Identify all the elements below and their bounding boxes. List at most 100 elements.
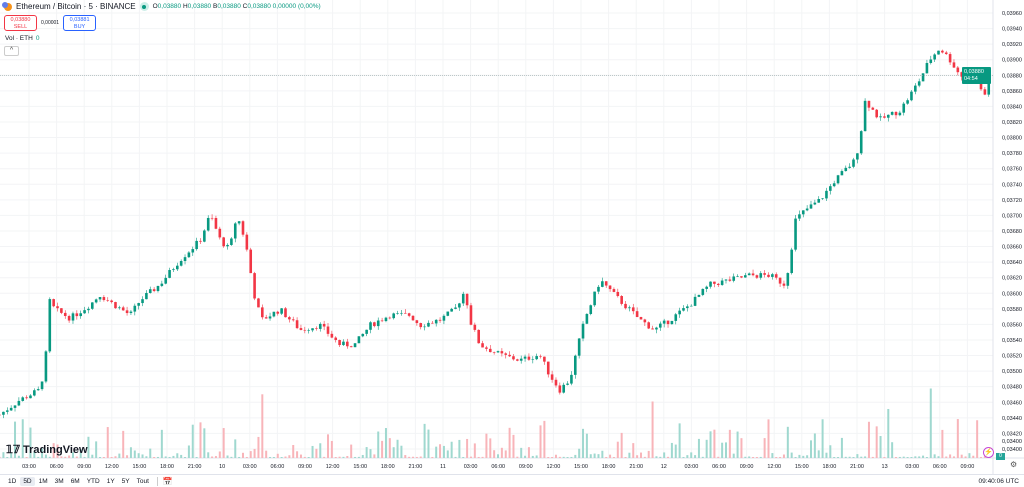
range-5y[interactable]: 5Y — [121, 477, 130, 485]
candle — [307, 330, 310, 331]
volume-bar — [44, 454, 47, 458]
volume-bar — [547, 457, 550, 458]
volume-bar — [214, 456, 217, 458]
x-tick-label: 18:00 — [381, 464, 395, 470]
clock-timezone[interactable]: 09:40:06 UTC — [978, 477, 1019, 485]
x-tick-label: 12:00 — [326, 464, 340, 470]
range-1d[interactable]: 1D — [8, 477, 17, 485]
candle — [373, 322, 376, 327]
volume-bar — [462, 456, 465, 458]
collapse-legend-button[interactable]: ^ — [4, 46, 19, 56]
volume-bar — [651, 401, 654, 458]
volume-bar — [48, 456, 51, 458]
tradingview-logo-icon: 𝟙𝟟 — [6, 444, 20, 456]
volume-bar — [153, 457, 156, 458]
volume-bar — [922, 455, 925, 458]
volume-bar — [616, 441, 619, 458]
candle — [330, 333, 334, 338]
candle — [782, 283, 786, 286]
volume-bar — [211, 456, 214, 458]
candle — [496, 351, 500, 353]
candle — [852, 159, 855, 167]
volume-bar — [489, 438, 492, 458]
candle — [821, 198, 824, 200]
volume-bar — [887, 408, 890, 458]
volume-bar — [949, 454, 952, 458]
volume-bar — [137, 453, 140, 458]
candle — [36, 389, 40, 391]
candle — [979, 82, 983, 90]
volume-bar — [160, 429, 163, 458]
axis-settings-icon[interactable]: ⚙ — [1010, 460, 1018, 469]
range-1y[interactable]: 1Y — [106, 477, 115, 485]
volume-bar — [450, 441, 453, 458]
candle — [925, 62, 929, 74]
buy-button[interactable]: 0,03881 BUY — [63, 15, 97, 31]
market-status-icon[interactable] — [139, 2, 149, 11]
tradingview-logo[interactable]: 𝟙𝟟 TradingView — [6, 443, 88, 457]
volume-bar — [771, 453, 774, 458]
volume-bar — [0, 456, 1, 458]
range-tout[interactable]: Tout — [136, 477, 149, 485]
candle — [597, 286, 600, 292]
range-ytd[interactable]: YTD — [86, 477, 100, 485]
volume-bar — [238, 456, 241, 458]
candle — [160, 283, 164, 286]
volume-bar — [609, 454, 612, 458]
candle — [589, 305, 593, 314]
lightning-icon[interactable]: ⚡ — [983, 447, 994, 458]
volume-bar — [412, 456, 415, 458]
range-6m[interactable]: 6M — [70, 477, 80, 485]
volume-bar — [365, 447, 368, 458]
volume-bar — [280, 456, 283, 458]
volume-bar — [632, 443, 635, 458]
volume-bar — [755, 456, 758, 458]
volume-bar — [759, 456, 762, 458]
volume-bar — [914, 456, 917, 458]
candle — [682, 308, 685, 311]
volume-bar — [605, 456, 608, 458]
candle — [856, 153, 859, 160]
volume-bar — [539, 425, 542, 458]
date-range-icon[interactable]: 📅 — [162, 476, 173, 486]
volume-bar — [682, 456, 685, 458]
volume-badge: 0 — [996, 453, 1005, 460]
candle — [763, 273, 766, 275]
range-5d[interactable]: 5D — [20, 476, 35, 486]
volume-bar — [624, 457, 627, 458]
candle — [346, 341, 349, 347]
volume-bar — [508, 427, 511, 458]
candle — [376, 320, 380, 327]
volume-bar — [810, 440, 812, 458]
candle — [94, 299, 98, 303]
volume-bar — [315, 448, 318, 458]
price-chart[interactable]: 0,03960 0,03940 0,03920 0,03900 0,03880 0,038… — [0, 0, 1024, 474]
volume-bar — [775, 456, 778, 458]
candle — [148, 289, 152, 293]
range-1m[interactable]: 1M — [38, 477, 48, 485]
volume-bar — [647, 450, 650, 458]
volume-bar — [817, 450, 820, 458]
candle — [284, 308, 287, 318]
volume-bar — [570, 456, 573, 458]
candle — [245, 234, 249, 250]
range-3m[interactable]: 3M — [54, 477, 64, 485]
x-tick-label: 03:00 — [22, 464, 36, 470]
candle — [2, 411, 5, 415]
candle — [187, 252, 191, 258]
volume-bar — [821, 419, 824, 458]
candle — [129, 311, 133, 314]
y-tick-label: 0,03700 — [1002, 213, 1022, 219]
candle — [879, 116, 882, 118]
volume-bar — [670, 442, 673, 458]
volume-bar — [52, 443, 55, 458]
x-tick-label: 15:00 — [574, 464, 588, 470]
candle — [481, 343, 484, 348]
volume-bar — [740, 438, 743, 458]
sell-button[interactable]: 0,03880 SELL — [4, 15, 37, 31]
candle — [164, 277, 168, 284]
symbol-title[interactable]: Ethereum / Bitcoin · 5 · BINANCE — [16, 2, 136, 11]
candle — [268, 316, 272, 319]
x-tick-label: 06:00 — [271, 464, 285, 470]
candle — [917, 81, 921, 86]
